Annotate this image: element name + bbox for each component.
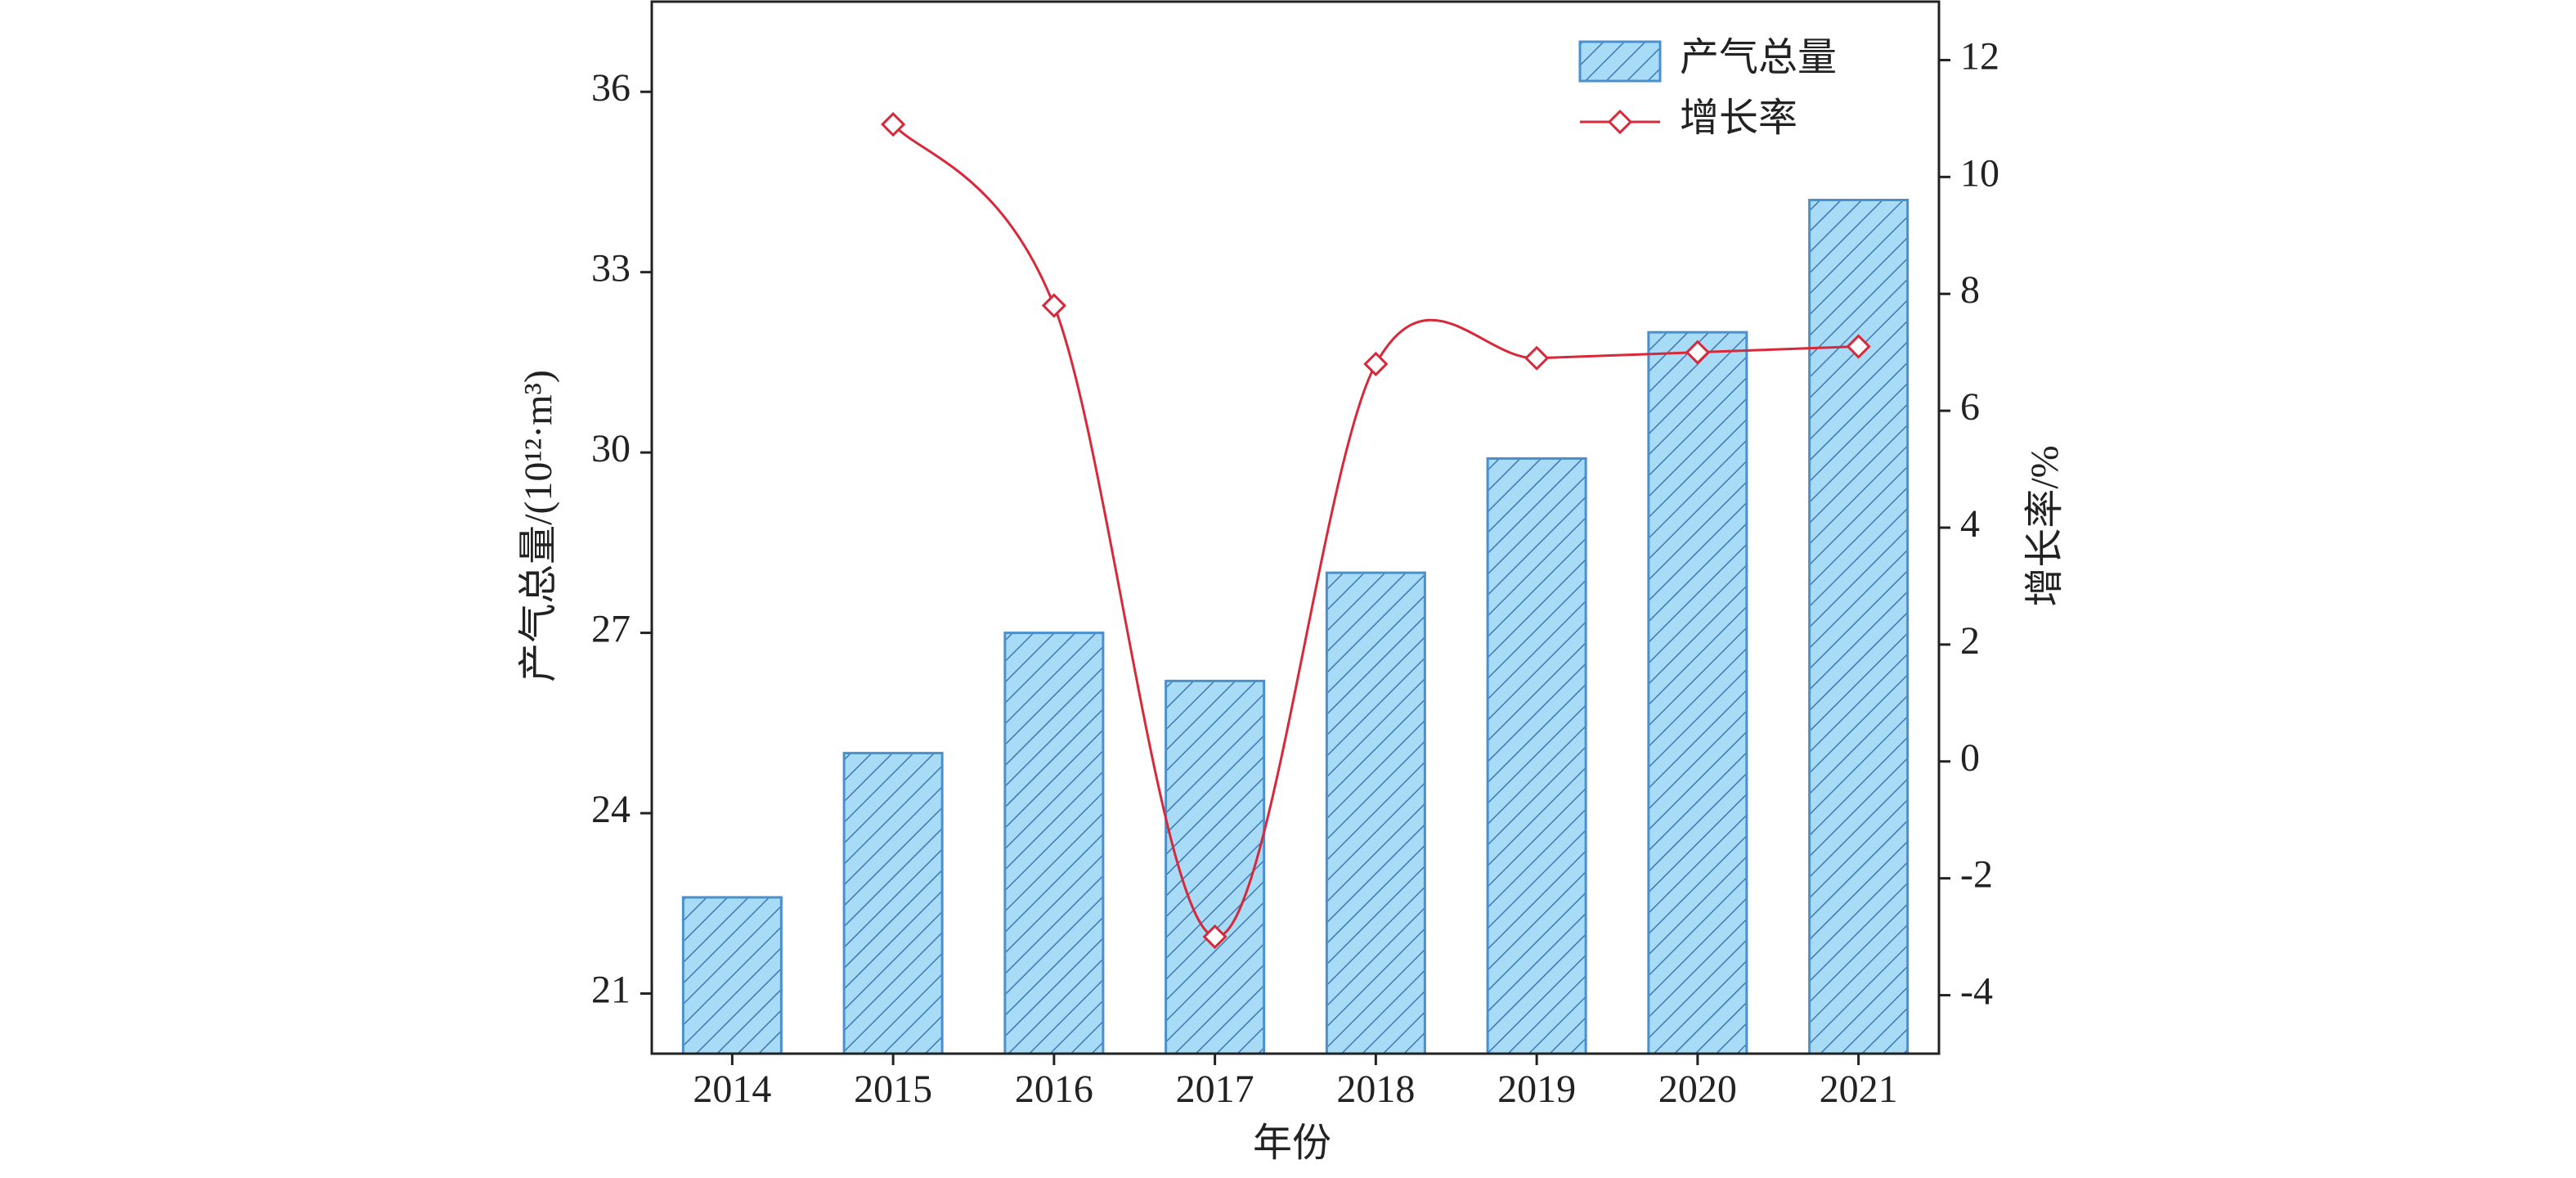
marker [1685,339,1711,365]
y2-tick-label: 2 [1960,619,1980,663]
y2-tick-label: -4 [1960,970,1993,1014]
legend-label: 产气总量 [1680,36,1837,79]
plot-frame [650,0,1941,1055]
marker [881,111,906,137]
marker [1846,334,1871,359]
y-tick-label: 30 [591,427,631,470]
x-tick-label: 2014 [693,1068,771,1111]
bar [1808,199,1910,1055]
legend-marker [1607,109,1633,135]
line [892,124,1859,938]
x-tick-label: 2016 [1015,1068,1093,1111]
x-axis-title: 年份 [1253,1122,1331,1165]
y2-tick-label: 6 [1960,385,1980,429]
legend-label: 增长率 [1680,97,1797,140]
y2-tick-label: 10 [1960,151,1999,195]
bar [842,752,944,1055]
y2-tick-label: 12 [1960,34,1999,78]
marker [1524,345,1550,371]
y-tick-label: 27 [591,608,631,651]
y-tick-label: 21 [591,969,631,1012]
y2-tick-label: 8 [1960,268,1980,312]
bar [1325,571,1426,1055]
x-tick-label: 2021 [1820,1068,1898,1111]
y2-axis-title: 增长率/% [2023,445,2067,606]
y2-tick-label: -2 [1960,853,1993,897]
legend-swatch [1578,40,1662,83]
x-tick-label: 2018 [1336,1068,1415,1111]
bar [1486,456,1587,1055]
y-axis-title: 产气总量/(10¹²·m³) [517,370,560,682]
y2-tick-label: 4 [1960,502,1980,546]
bar [1647,330,1748,1055]
x-tick-label: 2015 [854,1068,932,1111]
marker [1202,924,1227,950]
marker [1363,351,1389,377]
x-tick-label: 2020 [1658,1068,1737,1111]
marker [1041,293,1067,318]
y-tick-label: 36 [591,66,631,110]
x-tick-label: 2017 [1176,1068,1254,1111]
y-tick-label: 33 [591,247,631,290]
x-tick-label: 2019 [1497,1068,1576,1111]
y2-tick-label: 0 [1960,736,1980,780]
bar [1003,632,1105,1055]
bar [1165,679,1266,1055]
bar [681,896,783,1055]
y-tick-label: 24 [591,788,631,831]
